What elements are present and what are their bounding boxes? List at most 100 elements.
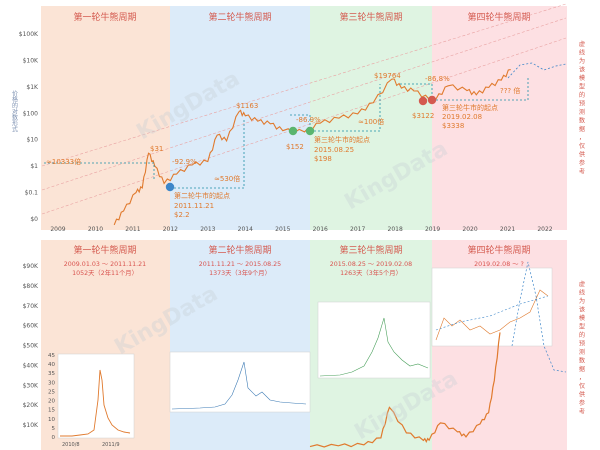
top-chart: 第一轮牛熊周期 第二轮牛熊周期 第三轮牛熊周期 第四轮牛熊周期 价格的对数形式 … <box>11 3 586 233</box>
side-note-char: 线 <box>579 289 585 297</box>
inset1-x-tick-1: 2010/8 <box>62 442 80 448</box>
top-x-tick: 2019 <box>425 226 440 233</box>
top-x-tick: 2012 <box>163 226 178 233</box>
side-note-char: 参 <box>579 399 585 407</box>
inset-y-tick: 35 <box>48 371 55 377</box>
side-note-char: 模 <box>579 74 585 82</box>
cycle1-range: 2009.01.03 ～ 2011.11.21 <box>64 261 146 268</box>
p3-start-title: 第三轮牛市的起点 <box>314 135 370 144</box>
side-note-char: 预 <box>579 100 585 108</box>
cycle1-duration: 1052天（2年11个月） <box>72 268 138 277</box>
phase2-start-marker <box>165 182 175 192</box>
side-note-char: 数 <box>579 117 586 125</box>
phase3-start-marker <box>305 126 315 136</box>
bottom-y-ticks-usd: $90K $80K $70K $60K $50K $40K $30K $20K $10K <box>23 263 39 429</box>
top-x-ticks: 2009 2010 2011 2012 2013 2014 2015 2016 2017 2018… <box>50 226 552 233</box>
phase3-title-top: 第三轮牛熊周期 <box>339 11 402 23</box>
side-note-char: 线 <box>579 49 585 57</box>
p3-low-label: $3122 <box>412 112 434 120</box>
p4-start-date: 2019.02.08 <box>442 113 482 121</box>
bottom-y-tick: $40K <box>23 362 39 369</box>
top-x-tick: 2022 <box>537 226 552 233</box>
inset1-x-tick-2: 2011/9 <box>102 442 120 448</box>
phase4-background-top <box>432 6 567 230</box>
inset-y-tick: 20 <box>48 399 55 405</box>
phase3-title-bottom: 第三轮牛熊周期 <box>339 244 402 256</box>
side-note-char: 该 <box>579 306 585 314</box>
p2-start-title: 第二轮牛市的起点 <box>174 191 230 200</box>
p2-peak-label: $1163 <box>236 102 258 110</box>
side-note-char: 供 <box>579 151 585 159</box>
cycle-multiple-guides <box>44 78 529 189</box>
phase3-background-top <box>310 6 432 230</box>
side-note-char: 测 <box>579 108 585 116</box>
phase2-background-bottom <box>170 240 310 450</box>
top-x-tick: 2011 <box>125 226 140 233</box>
p2-start-date: 2011.11.21 <box>174 202 214 210</box>
forecast-line-top <box>507 62 567 79</box>
top-y-tick: $100 <box>23 110 38 117</box>
side-note-char: 的 <box>579 91 585 99</box>
side-note-char: 参 <box>579 159 585 167</box>
phase3-low-marker <box>418 96 428 106</box>
side-note-char: 测 <box>579 348 585 356</box>
bottom-y-tick: $90K <box>23 263 39 270</box>
top-x-tick: 2020 <box>462 226 477 233</box>
side-note-char: 型 <box>579 83 585 91</box>
top-x-tick: 2013 <box>200 226 215 233</box>
inset-y-tick: 40 <box>48 362 55 368</box>
inset-y-tick: 45 <box>48 353 55 359</box>
inset-y-tick: 25 <box>48 389 55 395</box>
side-note-char: 型 <box>579 323 585 331</box>
p1-drop-label: -92.9% <box>172 158 197 166</box>
side-note-char: 为 <box>579 297 585 305</box>
price-line-bottom <box>309 332 501 448</box>
bottom-y-tick: $60K <box>23 323 39 330</box>
cycle3-duration: 1263天（3年5个月） <box>340 268 402 277</box>
p2-start-price: $2.2 <box>174 211 190 219</box>
top-y-tick: $100K <box>19 31 39 38</box>
inset-y-tick: 10 <box>48 417 55 423</box>
inset-y-tick: 5 <box>52 426 56 432</box>
top-y-axis-label: 价格的对数形式 <box>11 90 18 132</box>
phase4-title-bottom: 第四轮牛熊周期 <box>467 244 530 256</box>
price-line-top <box>113 69 511 226</box>
side-note-char: 考 <box>579 168 585 176</box>
side-note-char: ， <box>579 375 585 382</box>
inset-chart-phase3 <box>317 301 431 379</box>
p2-low-label: $152 <box>286 143 304 151</box>
inset-chart-phase4 <box>431 261 567 373</box>
side-note-char: 虚 <box>579 40 585 48</box>
top-y-ticks: $100K $10K $1K $100 $10 $1 $0.1 $0 <box>19 31 39 223</box>
cycle4-range: 2019.02.08 ～ ? <box>474 261 524 268</box>
top-y-tick: $10K <box>23 57 39 64</box>
top-y-tick: $10 <box>27 137 39 144</box>
p3-drop-label: -86.8% <box>425 75 450 83</box>
p4-multiple-label: ??? 倍 <box>500 86 520 95</box>
side-note-char: 据 <box>579 365 585 373</box>
side-note-char: 的 <box>579 331 585 339</box>
top-x-tick: 2014 <box>238 226 253 233</box>
top-x-tick: 2016 <box>313 226 328 233</box>
p4-start-title: 第三轮牛市的起点 <box>442 103 498 112</box>
bottom-y-tick: $80K <box>23 283 39 290</box>
side-note-char: 据 <box>579 125 585 133</box>
top-x-tick: 2018 <box>388 226 403 233</box>
bottom-y-tick: $70K <box>23 303 39 310</box>
phase2-background-top <box>170 6 310 230</box>
phase2-title-top: 第二轮牛熊周期 <box>208 11 271 23</box>
bottom-y-ticks-inset: 45 40 35 30 25 20 15 10 5 0 <box>48 353 56 441</box>
top-y-tick: $0.1 <box>25 190 39 197</box>
top-x-tick: 2017 <box>350 226 365 233</box>
phase2-title-bottom: 第二轮牛熊周期 <box>208 244 271 256</box>
top-x-tick: 2015 <box>275 226 290 233</box>
side-note-char: 该 <box>579 66 585 74</box>
phase4-title-top: 第四轮牛熊周期 <box>467 11 530 23</box>
top-y-tick: $1K <box>26 84 39 91</box>
top-x-tick: 2021 <box>500 226 515 233</box>
log-channel-guides <box>41 3 567 215</box>
bottom-y-tick: $30K <box>23 382 39 389</box>
side-note-char: 数 <box>579 357 586 365</box>
